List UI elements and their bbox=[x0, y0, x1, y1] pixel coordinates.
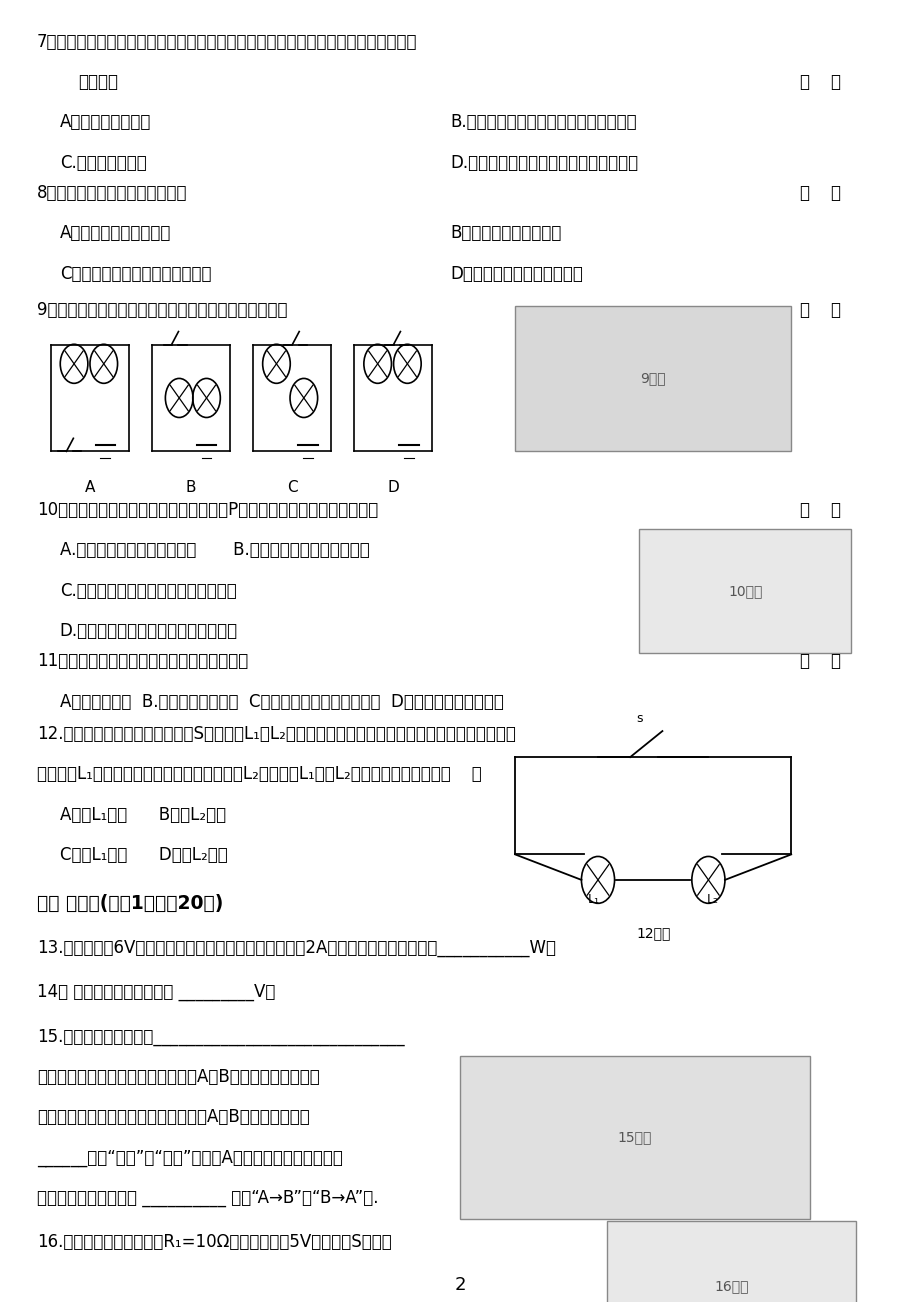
Text: 15题图: 15题图 bbox=[617, 1130, 652, 1144]
Text: s: s bbox=[635, 712, 642, 725]
Text: 11．下列实例中，属于内能转化为机械能的是: 11．下列实例中，属于内能转化为机械能的是 bbox=[37, 652, 248, 671]
Text: 12题图: 12题图 bbox=[635, 927, 670, 940]
Text: 16题图: 16题图 bbox=[713, 1280, 748, 1293]
Text: 10．如图所示电路，当滑动变阵器的滑片P向右移动时，下列说法正确的是: 10．如图所示电路，当滑动变阵器的滑片P向右移动时，下列说法正确的是 bbox=[37, 501, 378, 518]
Text: 12.如右图所示的电路中，若开关S闭合，灯L₁、L₂均不亮，某同学用一根导线去查找电路故障，当他用: 12.如右图所示的电路中，若开关S闭合，灯L₁、L₂均不亮，某同学用一根导线去查… bbox=[37, 725, 516, 743]
Text: A．灯L₁断路      B．灯L₂断路: A．灯L₁断路 B．灯L₂断路 bbox=[60, 806, 226, 824]
Text: A．三只小球都带电: A．三只小球都带电 bbox=[60, 113, 151, 132]
Text: C．灯L₁短路      D．灯L₂短路: C．灯L₁短路 D．灯L₂短路 bbox=[60, 846, 227, 865]
Text: A．铅笔芯、橡胶是导体: A．铅笔芯、橡胶是导体 bbox=[60, 224, 171, 242]
Text: D．蜡、食盐、水银是非晶体: D．蜡、食盐、水银是非晶体 bbox=[450, 264, 583, 283]
Text: A: A bbox=[85, 480, 95, 495]
Text: D: D bbox=[387, 480, 399, 495]
Text: 9．如下图中的四个电路中，与右边实物电路图对应的是: 9．如下图中的四个电路中，与右边实物电路图对应的是 bbox=[37, 301, 287, 319]
Text: A．煮炭的燃烧  B.锅铁管时锅条发热  C．放烟火时，礼花腾空而起  D．植物进行的光合作用: A．煮炭的燃烧 B.锅铁管时锅条发热 C．放烟火时，礼花腾空而起 D．植物进行的… bbox=[60, 693, 503, 711]
Text: C: C bbox=[287, 480, 297, 495]
Text: 金属棒中的电流方向为 __________ （填“A→B”或“B→A”）.: 金属棒中的电流方向为 __________ （填“A→B”或“B→A”）. bbox=[37, 1189, 378, 1207]
Text: C．塑料、干木棒、陶瓷是绝缘体: C．塑料、干木棒、陶瓷是绝缘体 bbox=[60, 264, 211, 283]
Text: C.电流表的示数减小，电压表示数增大: C.电流表的示数减小，电压表示数增大 bbox=[60, 582, 236, 599]
Text: ______（填“相同”或“不同”）；若A带负电，则连接的瞬间，: ______（填“相同”或“不同”）；若A带负电，则连接的瞬间， bbox=[37, 1148, 342, 1167]
Text: 8．下列关于物质分类合理的是：: 8．下列关于物质分类合理的是： bbox=[37, 184, 187, 202]
Text: 7．三只轻质小球分别用丝线悬挂着，其中任意两只球靠近时都互相吸引，则下列结论: 7．三只轻质小球分别用丝线悬挂着，其中任意两只球靠近时都互相吸引，则下列结论 bbox=[37, 33, 417, 51]
Bar bbox=[460, 1056, 809, 1219]
Text: 导线连接L₁两端时，两灯仍不亮；当导线连接L₂两端时，L₁亮、L₂不亮．由此可以判断（    ）: 导线连接L₁两端时，两灯仍不亮；当导线连接L₂两端时，L₁亮、L₂不亮．由此可以… bbox=[37, 766, 481, 784]
Text: （    ）: （ ） bbox=[800, 73, 841, 91]
Text: 15.验电器的制作原理是______________________________: 15.验电器的制作原理是____________________________… bbox=[37, 1027, 404, 1046]
Bar bbox=[515, 306, 790, 452]
Bar bbox=[639, 529, 850, 652]
Text: （    ）: （ ） bbox=[800, 501, 841, 518]
Text: 10题图: 10题图 bbox=[727, 583, 762, 598]
Text: 如图所示，用带有绵缘柄的金属棒将A、B金属球接触的瞬间，: 如图所示，用带有绵缘柄的金属棒将A、B金属球接触的瞬间， bbox=[37, 1068, 319, 1086]
Text: B．铁、冰、玻璃是晶体: B．铁、冰、玻璃是晶体 bbox=[450, 224, 562, 242]
Text: L₂: L₂ bbox=[706, 893, 719, 906]
Text: D.有两只球带异种电荷，第三只球不带电: D.有两只球带异种电荷，第三只球不带电 bbox=[450, 154, 638, 172]
Text: （    ）: （ ） bbox=[800, 184, 841, 202]
Bar bbox=[607, 1221, 855, 1302]
Text: 16.如图所示的电路，电阵R₁=10Ω，电源电压为5V，当开关S断开时: 16.如图所示的电路，电阵R₁=10Ω，电源电压为5V，当开关S断开时 bbox=[37, 1233, 391, 1251]
Text: 二． 填空题(每空1分，共20分): 二． 填空题(每空1分，共20分) bbox=[37, 894, 223, 913]
Text: 2: 2 bbox=[454, 1276, 465, 1294]
Text: 正确的是: 正确的是 bbox=[78, 73, 118, 91]
Text: 9题图: 9题图 bbox=[640, 371, 665, 385]
Text: L₁: L₁ bbox=[586, 893, 599, 906]
Text: （    ）: （ ） bbox=[800, 652, 841, 671]
Text: D.电流表的示数增大，电压表示数减小: D.电流表的示数增大，电压表示数减小 bbox=[60, 622, 238, 639]
Text: C.只有一只球带电: C.只有一只球带电 bbox=[60, 154, 146, 172]
Text: （    ）: （ ） bbox=[800, 301, 841, 319]
Text: 13.额定电压为6V的灯泡，正常发光时通过灯丝的电流是2A，则该灯泡的额定功率是___________W。: 13.额定电压为6V的灯泡，正常发光时通过灯丝的电流是2A，则该灯泡的额定功率是… bbox=[37, 939, 555, 957]
Text: B: B bbox=[186, 480, 196, 495]
Text: A.电流表、电压表示数都增大       B.电流表、电压表示数都减小: A.电流表、电压表示数都增大 B.电流表、电压表示数都减小 bbox=[60, 542, 369, 559]
Text: 两金属指针偏转的角度都减小，这说明A、B所带的电荷种类: 两金属指针偏转的角度都减小，这说明A、B所带的电荷种类 bbox=[37, 1108, 309, 1126]
Text: B.有两只球带同种电荷，第三只球不带电: B.有两只球带同种电荷，第三只球不带电 bbox=[450, 113, 637, 132]
Text: 14． 我国家庭电路的电压是 _________V。: 14． 我国家庭电路的电压是 _________V。 bbox=[37, 983, 275, 1001]
